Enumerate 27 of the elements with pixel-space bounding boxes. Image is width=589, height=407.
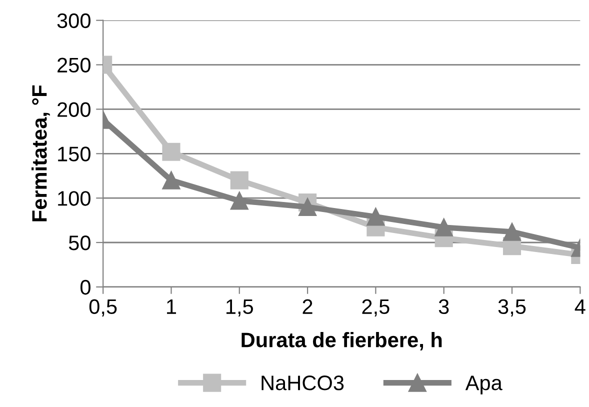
point [298, 198, 317, 216]
point [162, 142, 180, 161]
y-tick-label: 200 [58, 102, 90, 117]
point [230, 171, 248, 190]
point [230, 192, 248, 210]
y-tick-label: 150 [58, 146, 90, 162]
y-tick-label: 300 [57, 13, 90, 28]
x-tick-label: 1,5 [226, 300, 253, 317]
point [366, 208, 385, 226]
x-axis-title: Durata de fierbere, h [242, 332, 442, 350]
y-tick-label: 100 [58, 191, 90, 206]
x-tick-label: 3 [438, 299, 449, 314]
point [434, 218, 453, 236]
y-tick-label: 0 [80, 280, 90, 295]
y-axis-title: Fermitatea, °F [32, 85, 50, 222]
x-tick-label: 2 [302, 299, 312, 314]
point [162, 171, 180, 190]
legend-label: Apa [465, 376, 502, 394]
x-tick-label: 1 [167, 300, 176, 314]
x-tick-label: 0,5 [89, 299, 117, 317]
legend-label: NaHCO3 [262, 376, 344, 390]
point [502, 222, 522, 241]
x-tick-label: 3,5 [498, 299, 526, 317]
y-tick-label: 250 [58, 58, 90, 73]
y-tick-label: 50 [68, 236, 90, 250]
x-tick-label: 4 [574, 300, 586, 314]
x-tick-label: 2,5 [362, 299, 390, 317]
